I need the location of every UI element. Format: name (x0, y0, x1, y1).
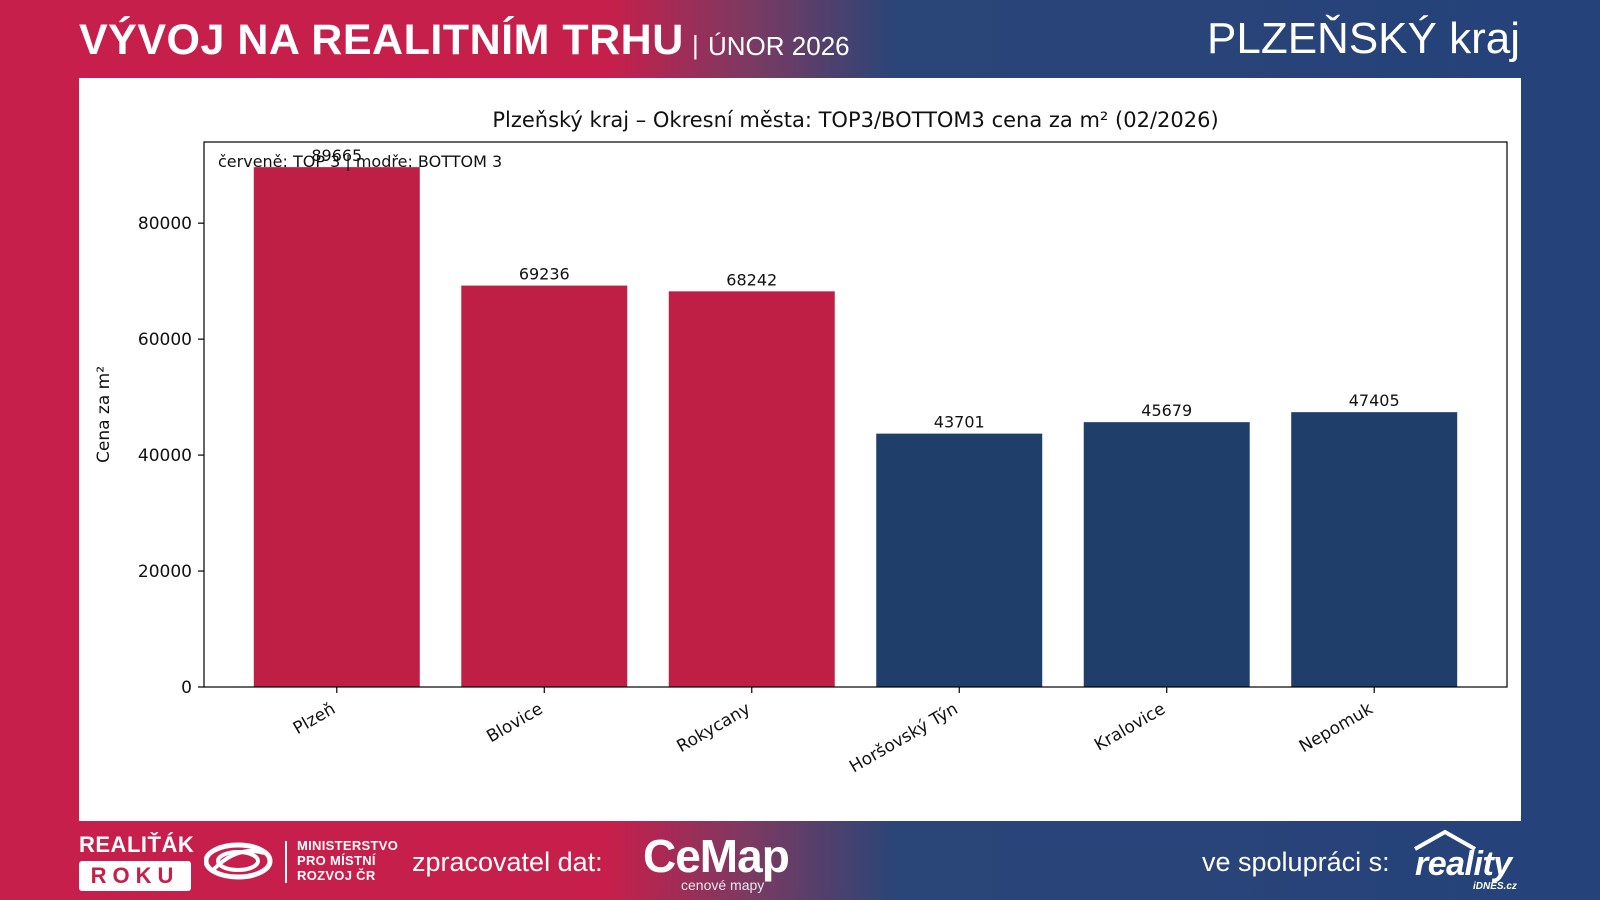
bar-1 (461, 285, 628, 687)
x-tick-label-4: Kralovice (1091, 699, 1169, 755)
ministry-emblem-icon (204, 842, 273, 880)
chart-title: Plzeňský kraj – Okresní města: TOP3/BOTT… (492, 108, 1218, 132)
house-roof-icon (1414, 829, 1476, 851)
ministry-line-2: PRO MÍSTNÍ (297, 853, 376, 868)
reality-idnes-logo: reality iDNES.cz (1409, 829, 1524, 893)
page-title: VÝVOJ NA REALITNÍM TRHU (79, 16, 684, 64)
data-label-2: 68242 (726, 270, 777, 289)
bar-chart: Plzeňský kraj – Okresní města: TOP3/BOTT… (94, 108, 1508, 777)
ministry-line-1: MINISTERSTVO (297, 838, 399, 853)
data-label-1: 69236 (519, 265, 570, 284)
logo-divider (285, 841, 287, 883)
ministry-name: MINISTERSTVO PRO MÍSTNÍ ROZVOJ ČR (297, 838, 398, 883)
y-tick-label-1: 20000 (138, 562, 192, 582)
x-tick-label-0: Plzeň (290, 699, 339, 739)
y-tick-label-4: 80000 (138, 214, 192, 234)
title-separator: | (692, 30, 699, 60)
realitak-roku-logo: REALIŤÁK ROKU (79, 833, 194, 891)
x-tick-label-1: Blovice (483, 699, 546, 747)
ministry-line-3: ROZVOJ ČR (297, 868, 376, 883)
y-tick-label-2: 40000 (138, 446, 192, 466)
idnes-name: iDNES.cz (1473, 881, 1517, 892)
data-processor-label: zpracovatel dat: (412, 847, 603, 877)
reality-name: reality (1415, 845, 1512, 883)
data-label-4: 45679 (1141, 401, 1192, 420)
partner-label: ve spolupráci s: (1202, 847, 1390, 877)
x-tick-label-2: Rokycany (674, 699, 754, 757)
header-bar: VÝVOJ NA REALITNÍM TRHU | ÚNOR 2026 PLZE… (0, 0, 1600, 78)
chart-panel: Plzeňský kraj – Okresní města: TOP3/BOTT… (79, 78, 1521, 821)
bar-0 (253, 167, 420, 687)
footer-bar: REALIŤÁK ROKU MINISTERSTVO PRO MÍSTNÍ RO… (0, 821, 1600, 900)
realitak-label: REALIŤÁK (79, 832, 195, 857)
bar-2 (668, 291, 835, 687)
plot-frame (203, 141, 1508, 688)
cemap-name: CeMap (643, 830, 790, 882)
cemap-tagline: cenové mapy (681, 877, 765, 893)
x-tick-label-3: Horšovský Týn (846, 699, 961, 777)
data-label-0: 89665 (311, 146, 362, 165)
bar-4 (1083, 422, 1250, 687)
roku-label: ROKU (79, 861, 191, 891)
y-axis-label: Cena za m² (94, 366, 114, 463)
data-label-5: 47405 (1349, 391, 1400, 410)
x-tick-label-5: Nepomuk (1296, 699, 1377, 757)
chart-annotation: červeně: TOP 3 | modře: BOTTOM 3 (218, 152, 502, 171)
bar-3 (876, 433, 1043, 687)
y-tick-label-0: 0 (181, 678, 192, 698)
bar-5 (1291, 412, 1458, 687)
report-date: ÚNOR 2026 (708, 31, 850, 61)
y-tick-label-3: 60000 (138, 330, 192, 350)
data-label-3: 43701 (934, 413, 985, 432)
cemap-logo: CeMap cenové mapy (643, 829, 813, 893)
region-name: PLZEŇSKÝ kraj (1207, 14, 1520, 63)
